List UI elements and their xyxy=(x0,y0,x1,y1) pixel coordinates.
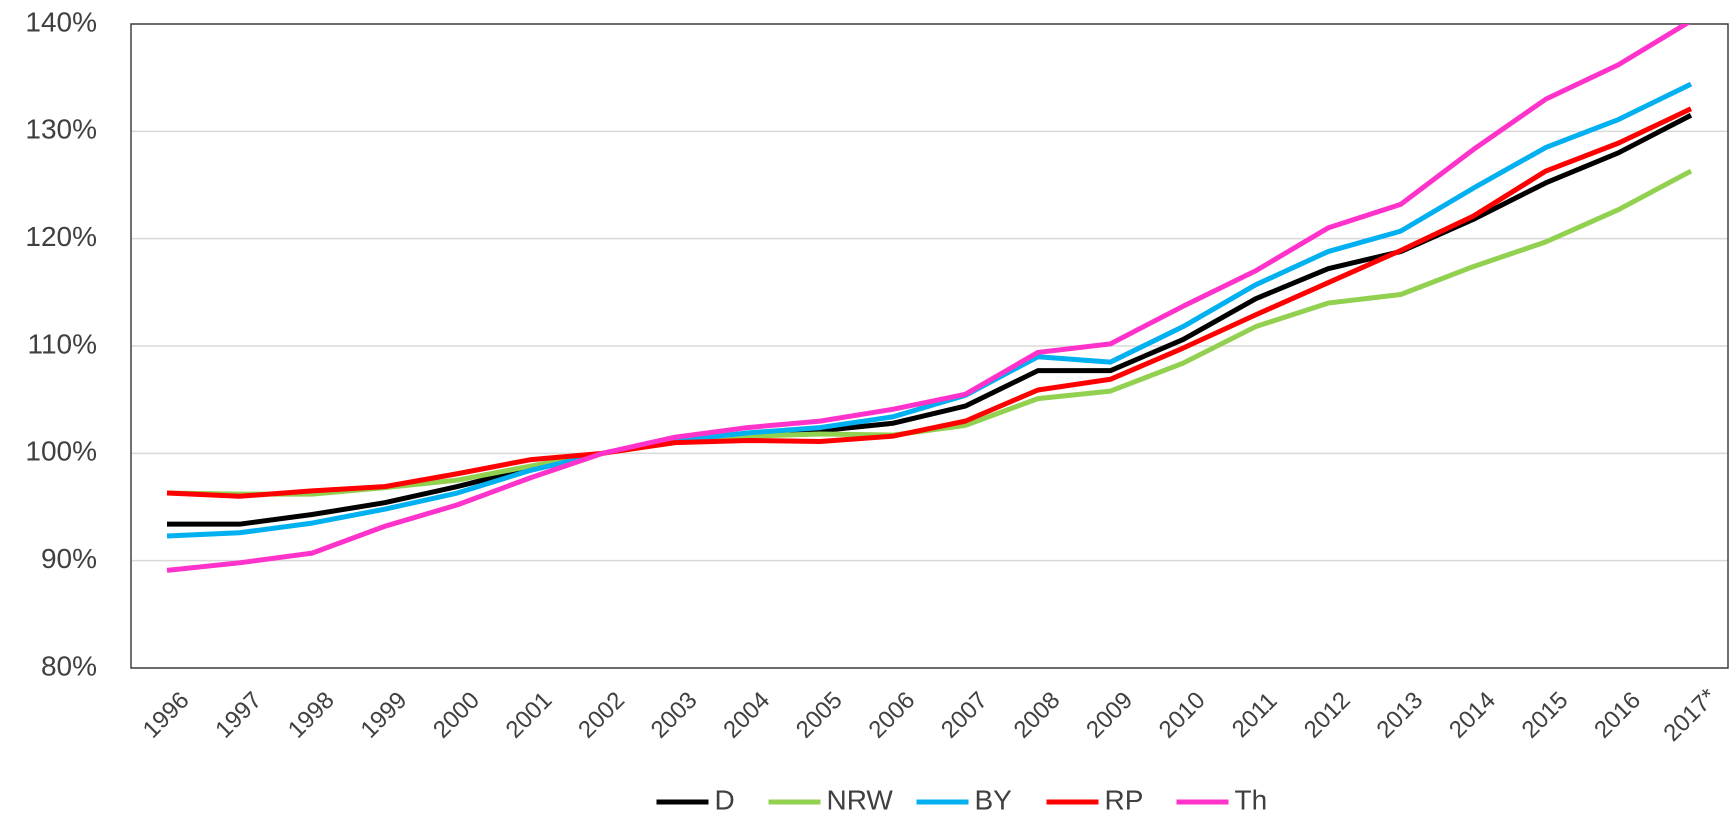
x-tick-label: 2002 xyxy=(573,687,630,744)
legend-label: D xyxy=(715,784,735,815)
series-line xyxy=(166,81,1693,539)
x-tick-label: 2009 xyxy=(1081,687,1138,744)
y-tick-label: 110% xyxy=(27,328,97,359)
legend-label: NRW xyxy=(827,784,894,815)
x-tick-label: 2011 xyxy=(1227,687,1283,743)
x-tick-label: 2001 xyxy=(501,687,558,744)
series-line xyxy=(166,106,1693,499)
y-tick-label: 130% xyxy=(25,114,97,145)
x-tick-label: 2014 xyxy=(1444,687,1501,744)
series-line xyxy=(167,113,1693,527)
x-tick-label: 2006 xyxy=(863,687,920,744)
x-tick-label: 2007 xyxy=(936,687,993,744)
x-tick-label: 2010 xyxy=(1154,687,1211,744)
legend-label: BY xyxy=(975,784,1013,815)
x-tick-label: 2008 xyxy=(1009,687,1066,744)
x-tick-label: 2005 xyxy=(791,687,848,744)
x-tick-label: 1998 xyxy=(283,687,340,744)
y-tick-label: 90% xyxy=(41,543,97,574)
lines xyxy=(166,24,1693,573)
x-tick-label: 1996 xyxy=(138,687,195,744)
legend-label: RP xyxy=(1105,784,1144,815)
legend-label: Th xyxy=(1235,784,1268,815)
x-tick-label: 1999 xyxy=(355,687,412,744)
x-tick-label: 2013 xyxy=(1371,687,1428,744)
x-tick-label: 2004 xyxy=(718,687,775,744)
y-tick-label: 100% xyxy=(25,436,97,467)
x-tick-label: 2003 xyxy=(646,687,703,744)
series-line xyxy=(166,24,1691,573)
x-tick-label: 2012 xyxy=(1299,687,1356,744)
x-tick-label: 1997 xyxy=(210,687,267,744)
x-tick-label: 2016 xyxy=(1589,687,1646,744)
x-tick-label: 2000 xyxy=(428,687,485,744)
x-tick-label: 2015 xyxy=(1517,687,1574,744)
plot-frame xyxy=(130,23,1729,669)
y-tick-label: 120% xyxy=(25,221,97,252)
x-tick-label: 2017* xyxy=(1658,683,1721,746)
y-tick-label: 80% xyxy=(41,650,97,681)
y-tick-label: 140% xyxy=(25,6,97,37)
